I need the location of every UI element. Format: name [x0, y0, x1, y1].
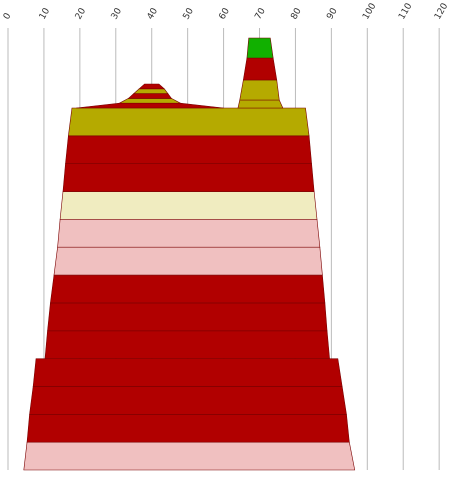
area-layer: [59, 191, 318, 220]
spike-layers: [237, 37, 284, 109]
hill-layer: [138, 83, 166, 90]
hill-layer: [76, 102, 224, 109]
x-tick-label: 100: [361, 1, 378, 21]
hill-layer: [132, 88, 169, 94]
x-tick-label: 0: [2, 11, 14, 21]
area-layer: [32, 358, 343, 387]
spike-layer: [242, 57, 278, 81]
area-layer: [23, 441, 356, 471]
area-layer: [50, 274, 326, 304]
x-tick-labels: 0 10 20 30 40 50 60 70 80 90 100 110 120: [2, 1, 451, 21]
area-layer: [57, 219, 321, 248]
x-tick-label: 30: [110, 6, 125, 21]
x-tick-label: 60: [218, 6, 233, 21]
hill-layers: [76, 83, 224, 109]
area-layer: [65, 135, 312, 164]
x-tick-label: 80: [289, 6, 304, 21]
x-tick-label: 50: [182, 6, 197, 21]
spike-layer: [239, 79, 280, 101]
spike-layer: [246, 37, 274, 59]
area-layer: [26, 414, 350, 443]
x-tick-label: 120: [433, 1, 450, 21]
spike-layer: [237, 99, 284, 109]
x-tick-label: 10: [38, 6, 53, 21]
area-layer: [29, 386, 347, 415]
area-layer: [68, 107, 310, 137]
x-tick-label: 110: [397, 1, 414, 21]
x-tick-label: 40: [146, 6, 161, 21]
hill-layer: [119, 98, 181, 104]
x-tick-label: 20: [74, 6, 89, 21]
area-layer: [62, 163, 315, 192]
main-body-layers: [23, 107, 356, 471]
area-layer: [47, 302, 328, 332]
hill-layer: [127, 93, 173, 99]
x-tick-label: 70: [253, 6, 268, 21]
area-layer: [44, 330, 330, 359]
x-tick-label: 90: [325, 6, 340, 21]
area-layer: [53, 246, 323, 276]
